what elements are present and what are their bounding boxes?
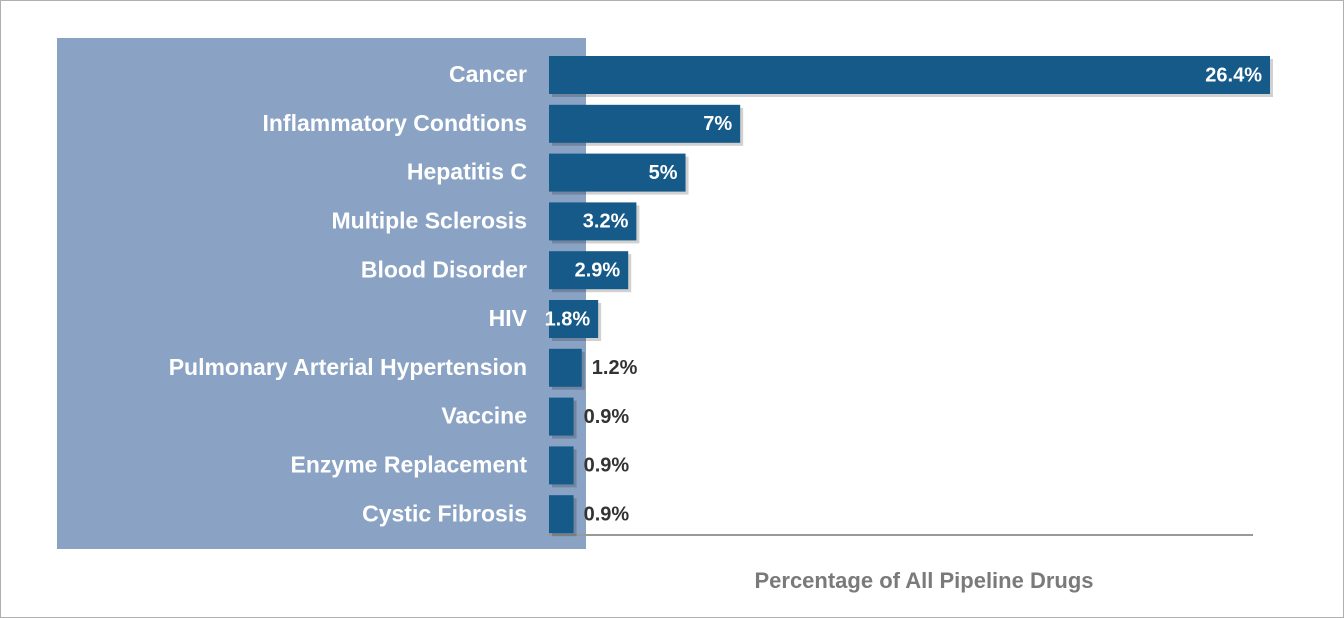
category-label: Cancer — [449, 61, 527, 87]
category-label: Blood Disorder — [361, 256, 527, 282]
value-label: 2.9% — [575, 259, 621, 281]
value-label: 3.2% — [583, 211, 629, 233]
bar — [549, 251, 629, 290]
value-label: 26.4% — [1205, 64, 1262, 86]
value-label: 0.9% — [584, 406, 630, 428]
bar — [549, 446, 574, 485]
value-label: 0.9% — [584, 455, 630, 477]
x-axis-label: Percentage of All Pipeline Drugs — [754, 568, 1093, 593]
bar — [549, 202, 637, 241]
bar — [549, 300, 599, 338]
bar — [549, 348, 582, 387]
bar — [549, 495, 574, 534]
label-panel — [57, 38, 586, 549]
value-label: 1.2% — [592, 357, 638, 379]
category-label: Pulmonary Arterial Hypertension — [169, 354, 527, 380]
category-label: Hepatitis C — [407, 159, 527, 185]
bar — [549, 397, 574, 436]
bar — [549, 56, 1270, 94]
category-label: Inflammatory Condtions — [262, 110, 527, 136]
category-label: Vaccine — [441, 403, 527, 429]
bar — [549, 104, 741, 143]
bar — [549, 153, 686, 192]
value-label: 0.9% — [584, 503, 630, 525]
value-label: 1.8% — [545, 308, 591, 330]
category-label: Enzyme Replacement — [291, 451, 528, 477]
value-label: 5% — [649, 162, 678, 184]
category-label: Cystic Fibrosis — [362, 500, 527, 526]
value-label: 7% — [703, 113, 732, 135]
category-label: HIV — [489, 305, 528, 331]
category-label: Multiple Sclerosis — [331, 207, 527, 233]
